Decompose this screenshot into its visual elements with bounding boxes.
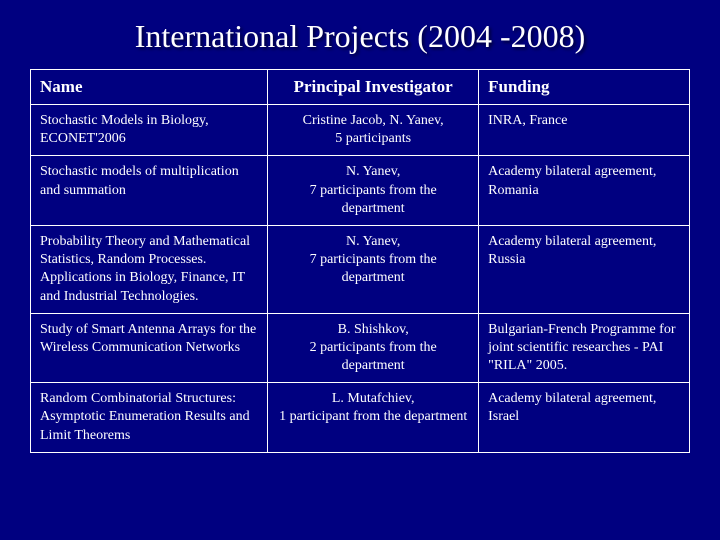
- cell-pi: N. Yanev,7 participants from the departm…: [268, 225, 479, 313]
- cell-funding: Academy bilateral agreement, Romania: [479, 156, 690, 226]
- projects-table: Name Principal Investigator Funding Stoc…: [30, 69, 690, 453]
- page-title: International Projects (2004 -2008): [30, 18, 690, 55]
- cell-funding: INRA, France: [479, 105, 690, 156]
- cell-pi: N. Yanev,7 participants from the departm…: [268, 156, 479, 226]
- cell-pi: Cristine Jacob, N. Yanev,5 participants: [268, 105, 479, 156]
- table-header-row: Name Principal Investigator Funding: [31, 70, 690, 105]
- cell-name: Study of Smart Antenna Arrays for the Wi…: [31, 313, 268, 383]
- table-row: Probability Theory and Mathematical Stat…: [31, 225, 690, 313]
- cell-name: Probability Theory and Mathematical Stat…: [31, 225, 268, 313]
- table-row: Random Combinatorial Structures: Asympto…: [31, 383, 690, 453]
- col-header-funding: Funding: [479, 70, 690, 105]
- slide: International Projects (2004 -2008) Name…: [0, 0, 720, 540]
- cell-funding: Academy bilateral agreement, Russia: [479, 225, 690, 313]
- cell-name: Stochastic models of multiplication and …: [31, 156, 268, 226]
- table-row: Stochastic Models in Biology, ECONET'200…: [31, 105, 690, 156]
- col-header-name: Name: [31, 70, 268, 105]
- cell-funding: Bulgarian-French Programme for joint sci…: [479, 313, 690, 383]
- cell-pi: L. Mutafchiev,1 participant from the dep…: [268, 383, 479, 453]
- col-header-pi: Principal Investigator: [268, 70, 479, 105]
- cell-name: Stochastic Models in Biology, ECONET'200…: [31, 105, 268, 156]
- cell-name: Random Combinatorial Structures: Asympto…: [31, 383, 268, 453]
- table-row: Study of Smart Antenna Arrays for the Wi…: [31, 313, 690, 383]
- table-row: Stochastic models of multiplication and …: [31, 156, 690, 226]
- cell-pi: B. Shishkov,2 participants from the depa…: [268, 313, 479, 383]
- cell-funding: Academy bilateral agreement, Israel: [479, 383, 690, 453]
